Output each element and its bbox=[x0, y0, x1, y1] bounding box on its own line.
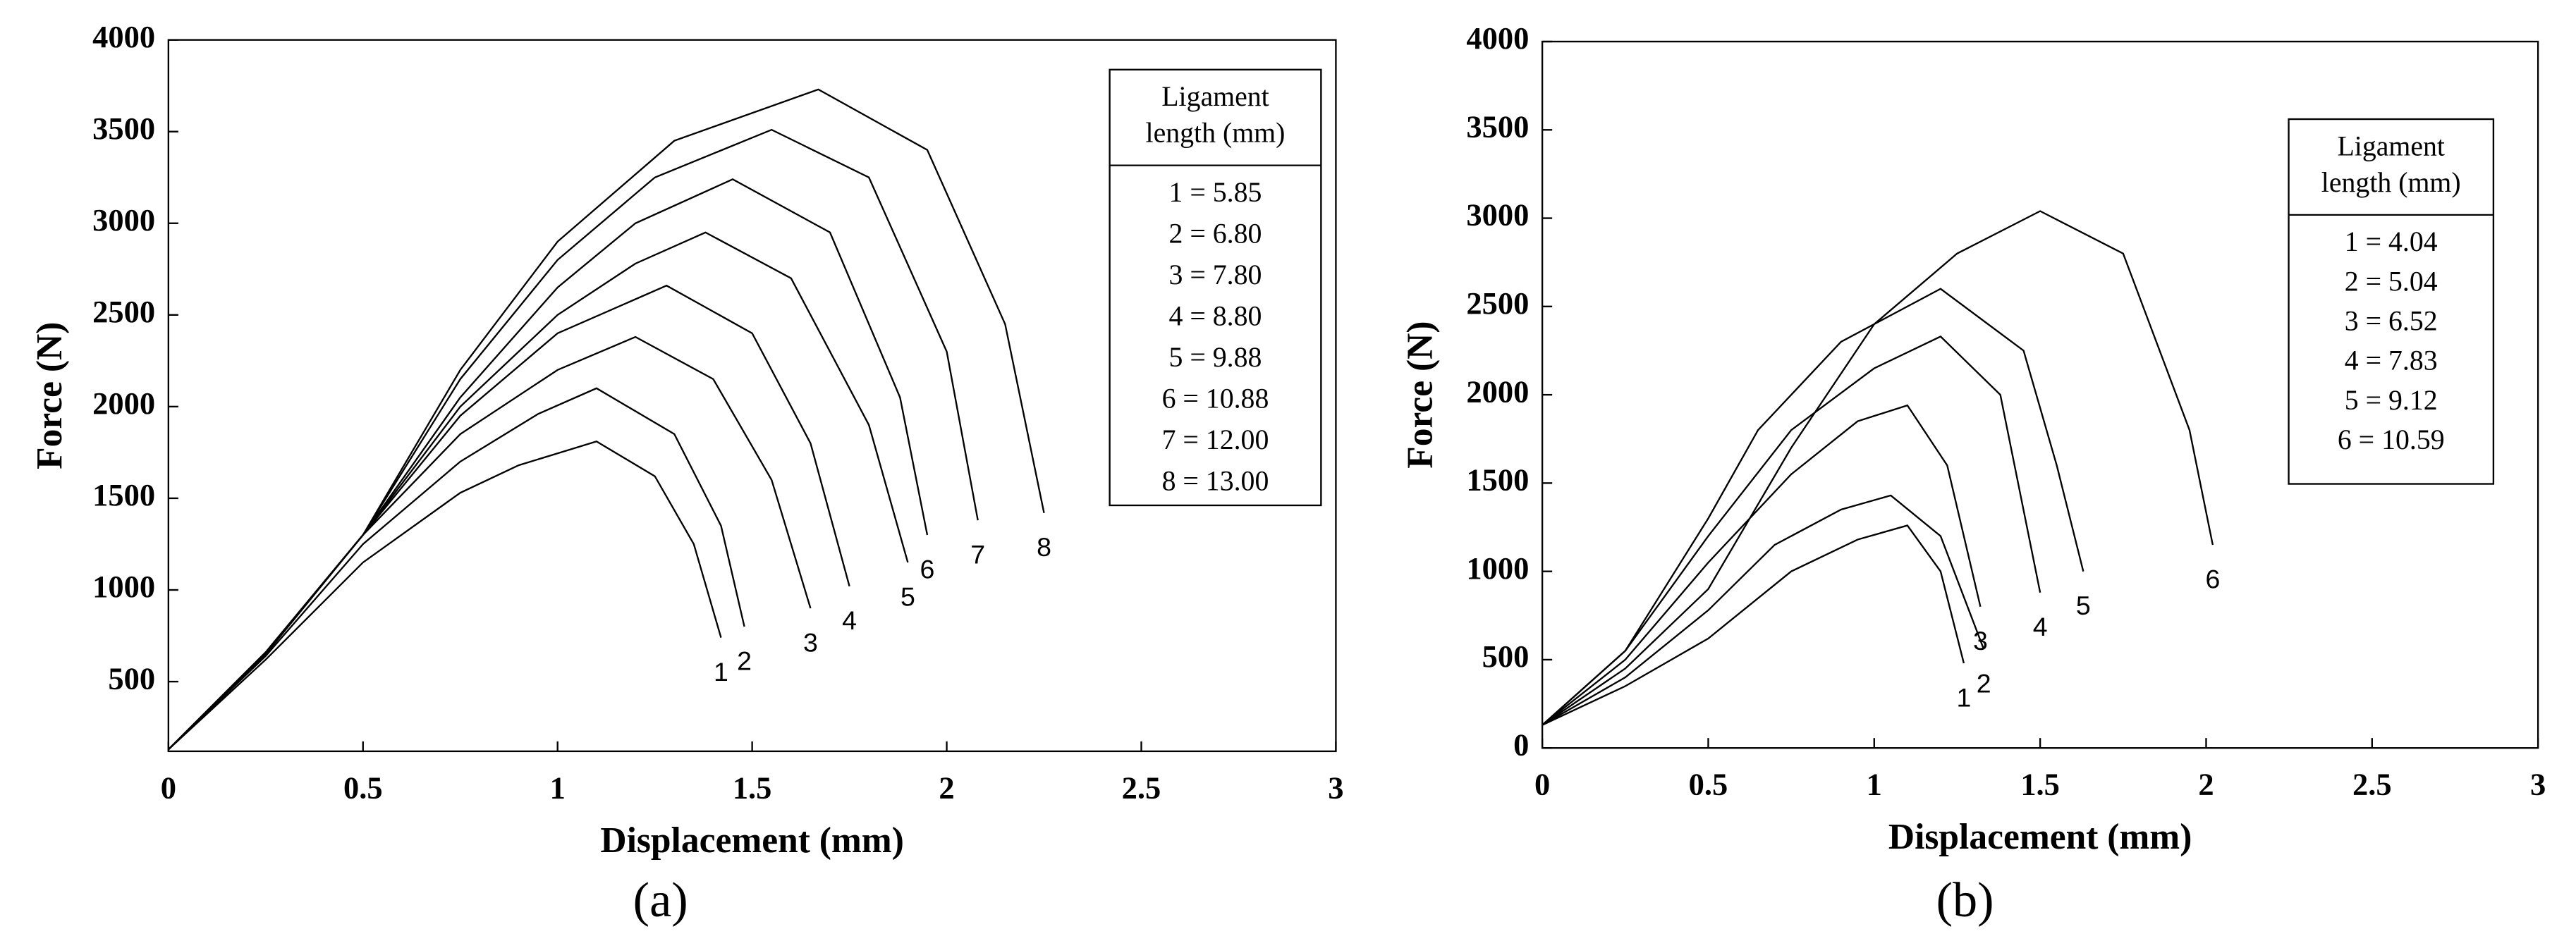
x-tick-label: 1 bbox=[550, 770, 566, 805]
y-tick-label: 500 bbox=[1482, 639, 1530, 674]
legend-title: Ligament bbox=[1161, 81, 1269, 112]
legend-entry: 5 = 9.12 bbox=[2345, 385, 2438, 416]
curve-label: 4 bbox=[2033, 612, 2048, 641]
legend-box bbox=[1109, 68, 1322, 507]
y-tick-label: 4000 bbox=[1466, 20, 1529, 56]
curve bbox=[168, 178, 929, 751]
x-tick-label: 3 bbox=[2530, 767, 2546, 802]
legend-entry: 3 = 7.80 bbox=[1169, 259, 1262, 290]
y-tick-label: 2500 bbox=[92, 294, 155, 329]
y-axis-title: Force (N) bbox=[1400, 321, 1440, 468]
y-tick-label: 4000 bbox=[92, 19, 155, 54]
y-tick-label: 2000 bbox=[92, 386, 155, 421]
curve bbox=[1542, 524, 1965, 726]
legend-entry: 3 = 6.52 bbox=[2345, 306, 2438, 337]
y-tick-label: 0 bbox=[1513, 727, 1529, 762]
x-axis-title: Displacement (mm) bbox=[1888, 817, 2192, 857]
legend-entry: 2 = 5.04 bbox=[2345, 266, 2438, 297]
panel-caption: (a) bbox=[633, 873, 688, 928]
x-tick-label: 1.5 bbox=[733, 770, 772, 805]
legend-entry: 8 = 13.00 bbox=[1162, 466, 1269, 497]
legend-entry: 6 = 10.88 bbox=[1162, 383, 1269, 414]
legend-entry: 5 = 9.88 bbox=[1169, 342, 1262, 373]
curve-label: 3 bbox=[803, 627, 818, 657]
curve-label: 3 bbox=[1973, 626, 1988, 655]
y-tick-label: 3500 bbox=[92, 111, 155, 146]
legend-entry: 4 = 7.83 bbox=[2345, 345, 2438, 376]
x-tick-label: 0.5 bbox=[343, 770, 383, 805]
legend-box bbox=[2288, 118, 2495, 485]
y-tick-label: 1000 bbox=[1466, 550, 1529, 586]
x-axis-title: Displacement (mm) bbox=[600, 820, 903, 861]
curve bbox=[168, 88, 1045, 751]
curve-label: 8 bbox=[1037, 532, 1051, 562]
y-tick-label: 500 bbox=[108, 660, 155, 696]
curve bbox=[168, 128, 979, 751]
curve-label: 5 bbox=[901, 581, 915, 611]
curve-label: 2 bbox=[1977, 668, 1991, 698]
curve bbox=[1542, 494, 1985, 726]
x-tick-label: 2 bbox=[939, 770, 954, 805]
curve-label: 4 bbox=[842, 605, 857, 635]
curve bbox=[1542, 404, 1982, 726]
legend-title: length (mm) bbox=[2321, 167, 2461, 198]
y-tick-label: 2000 bbox=[1466, 374, 1529, 409]
curve-label: 1 bbox=[1956, 682, 1971, 712]
curve-label: 1 bbox=[714, 657, 728, 687]
legend-entry: 1 = 4.04 bbox=[2345, 226, 2438, 257]
x-tick-label: 0 bbox=[161, 770, 176, 805]
x-tick-label: 2.5 bbox=[1122, 770, 1161, 805]
curve bbox=[168, 336, 812, 751]
y-tick-label: 1500 bbox=[1466, 462, 1529, 498]
curve bbox=[1542, 210, 2214, 726]
x-tick-label: 3 bbox=[1328, 770, 1343, 805]
curve-label: 2 bbox=[737, 646, 752, 675]
x-tick-label: 2.5 bbox=[2352, 767, 2392, 802]
y-tick-label: 2500 bbox=[1466, 285, 1529, 321]
legend-entry: 1 = 5.85 bbox=[1169, 177, 1262, 208]
x-tick-label: 2 bbox=[2198, 767, 2214, 802]
x-tick-label: 0 bbox=[1534, 767, 1550, 802]
y-tick-label: 1000 bbox=[92, 569, 155, 604]
legend-title: Ligament bbox=[2337, 130, 2445, 161]
curve-label: 5 bbox=[2076, 591, 2091, 620]
legend-entry: 4 = 8.80 bbox=[1169, 301, 1262, 332]
curve-label: 7 bbox=[970, 540, 985, 570]
curve-label: 6 bbox=[920, 554, 935, 584]
legend-entry: 2 = 6.80 bbox=[1169, 218, 1262, 249]
curve bbox=[1542, 288, 2084, 726]
legend-entry: 7 = 12.00 bbox=[1162, 424, 1269, 455]
curve bbox=[1542, 336, 2041, 726]
panel-caption: (b) bbox=[1936, 873, 1994, 928]
y-tick-label: 1500 bbox=[92, 477, 155, 512]
y-tick-label: 3000 bbox=[1466, 197, 1529, 233]
curve bbox=[168, 387, 745, 751]
x-tick-label: 0.5 bbox=[1689, 767, 1728, 802]
legend-title: length (mm) bbox=[1146, 118, 1286, 149]
legend-entry: 6 = 10.59 bbox=[2338, 424, 2445, 455]
x-tick-label: 1.5 bbox=[2020, 767, 2060, 802]
y-tick-label: 3000 bbox=[92, 202, 155, 238]
curve bbox=[168, 441, 722, 751]
curve-label: 6 bbox=[2205, 564, 2220, 593]
y-tick-label: 3500 bbox=[1466, 109, 1529, 144]
y-axis-title: Force (N) bbox=[30, 322, 70, 469]
x-tick-label: 1 bbox=[1867, 767, 1882, 802]
curve bbox=[168, 284, 850, 751]
